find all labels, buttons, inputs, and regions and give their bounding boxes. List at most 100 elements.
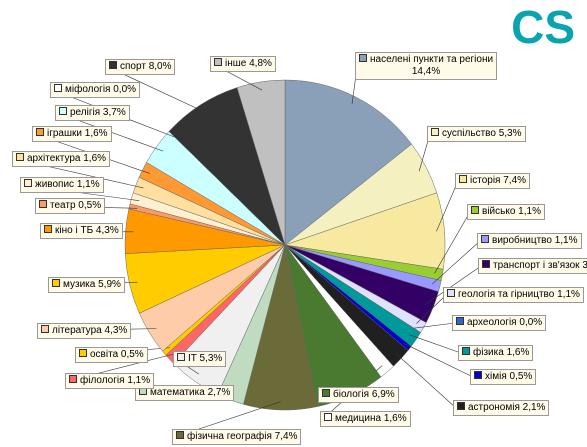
slice-label: виробництво 1,1% [477, 233, 582, 249]
label-name: кіно і ТБ [55, 225, 93, 236]
legend-swatch [457, 402, 465, 410]
legend-swatch [41, 325, 49, 333]
legend-swatch [176, 431, 184, 439]
label-name: математика [150, 387, 205, 398]
label-name: інше [225, 58, 246, 69]
legend-swatch [322, 389, 330, 397]
slice-label: іграшки 1,6% [32, 126, 112, 142]
slice-label: транспорт і зв'язок 3,2% [478, 258, 587, 274]
leader-line [395, 353, 456, 408]
logo: CS [511, 0, 575, 54]
legend-swatch [359, 54, 367, 62]
legend-swatch [16, 153, 24, 161]
slice-label: історія 7,4% [455, 173, 530, 189]
label-value: 1,1% [127, 375, 150, 386]
legend-swatch [459, 175, 467, 183]
label-name: іграшки [47, 128, 82, 139]
label-name: музика [63, 279, 95, 290]
label-value: 0,0% [113, 84, 136, 95]
label-name: геологія та гірництво [458, 289, 554, 300]
label-value: 6,9% [372, 389, 395, 400]
label-name: біологія [333, 389, 369, 400]
legend-swatch [24, 179, 32, 187]
slice-label: література 4,3% [37, 323, 131, 339]
slice-label: суспільство 5,3% [427, 126, 526, 142]
label-name: хімія [485, 371, 507, 382]
slice-label: населені пункти та регіони14,4% [355, 52, 497, 80]
label-value: 1,6% [507, 347, 530, 358]
label-value: 5,3% [200, 353, 223, 364]
slice-label: освіта 0,5% [75, 347, 148, 363]
legend-swatch [39, 200, 47, 208]
label-name: фізична географія [187, 431, 272, 442]
slice-label: геологія та гірництво 1,1% [443, 287, 584, 303]
slice-label: інше 4,8% [210, 56, 276, 72]
slice-label: філологія 1,1% [65, 373, 154, 389]
legend-swatch [471, 206, 479, 214]
slice-label: IT 5,3% [173, 351, 226, 367]
label-name: освіта [90, 349, 118, 360]
label-value: 8,0% [149, 61, 172, 72]
slice-label: живопис 1,1% [20, 177, 104, 193]
legend-swatch [59, 107, 67, 115]
label-name: релігія [70, 107, 100, 118]
slice-label: астрономія 2,1% [453, 400, 549, 416]
label-name: археологія [467, 317, 517, 328]
label-value: 1,1% [518, 206, 541, 217]
label-value: 1,1% [555, 235, 578, 246]
label-value: 0,5% [121, 349, 144, 360]
legend-swatch [431, 128, 439, 136]
legend-swatch [109, 61, 117, 69]
slice-label: міфологія 0,0% [50, 82, 140, 98]
slice-label: медицина 1,6% [320, 411, 411, 427]
label-name: населені пункти та регіони [370, 54, 493, 65]
label-name: IT [188, 353, 197, 364]
slice-label: театр 0,5% [35, 198, 105, 214]
legend-swatch [481, 235, 489, 243]
label-value: 4,3% [96, 225, 119, 236]
label-value: 1,1% [77, 179, 100, 190]
label-name: транспорт і зв'язок [493, 260, 580, 271]
label-value: 7,4% [503, 175, 526, 186]
legend-swatch [54, 84, 62, 92]
label-value: 1,6% [83, 153, 106, 164]
leader-line [410, 335, 461, 353]
label-name: література [52, 325, 102, 336]
slice-label: хімія 0,5% [470, 369, 536, 385]
legend-swatch [482, 260, 490, 268]
legend-swatch [324, 413, 332, 421]
label-name: медицина [335, 413, 381, 424]
legend-swatch [214, 58, 222, 66]
slice-label: фізика 1,6% [458, 345, 533, 361]
label-name: військо [482, 206, 515, 217]
label-value: 0,0% [519, 317, 542, 328]
legend-swatch [462, 347, 470, 355]
label-value: 0,5% [78, 200, 101, 211]
legend-swatch [79, 349, 87, 357]
label-name: міфологія [65, 84, 110, 95]
label-value: 5,9% [98, 279, 121, 290]
legend-swatch [69, 375, 77, 383]
slice-label: військо 1,1% [467, 204, 545, 220]
legend-swatch [474, 371, 482, 379]
slice-label: музика 5,9% [48, 277, 125, 293]
slice-label: археологія 0,0% [452, 315, 546, 331]
label-value: 1,6% [85, 128, 108, 139]
slice-label: кіно і ТБ 4,3% [40, 223, 123, 239]
label-value: 2,1% [523, 402, 546, 413]
label-value: 1,6% [384, 413, 407, 424]
label-value: 14,4% [412, 66, 440, 77]
label-value: 3,7% [103, 107, 126, 118]
label-name: виробництво [492, 235, 552, 246]
slice-label: спорт 8,0% [105, 59, 175, 75]
label-name: спорт [120, 61, 146, 72]
slice-label: фізична географія 7,4% [172, 429, 301, 445]
label-value: 7,4% [275, 431, 298, 442]
screen: CS населені пункти та регіони14,4% суспіл… [0, 0, 587, 447]
label-value: 1,1% [557, 289, 580, 300]
label-value: 4,8% [249, 58, 272, 69]
legend-swatch [44, 225, 52, 233]
legend-swatch [447, 289, 455, 297]
legend-swatch [36, 128, 44, 136]
label-value: 4,3% [104, 325, 127, 336]
